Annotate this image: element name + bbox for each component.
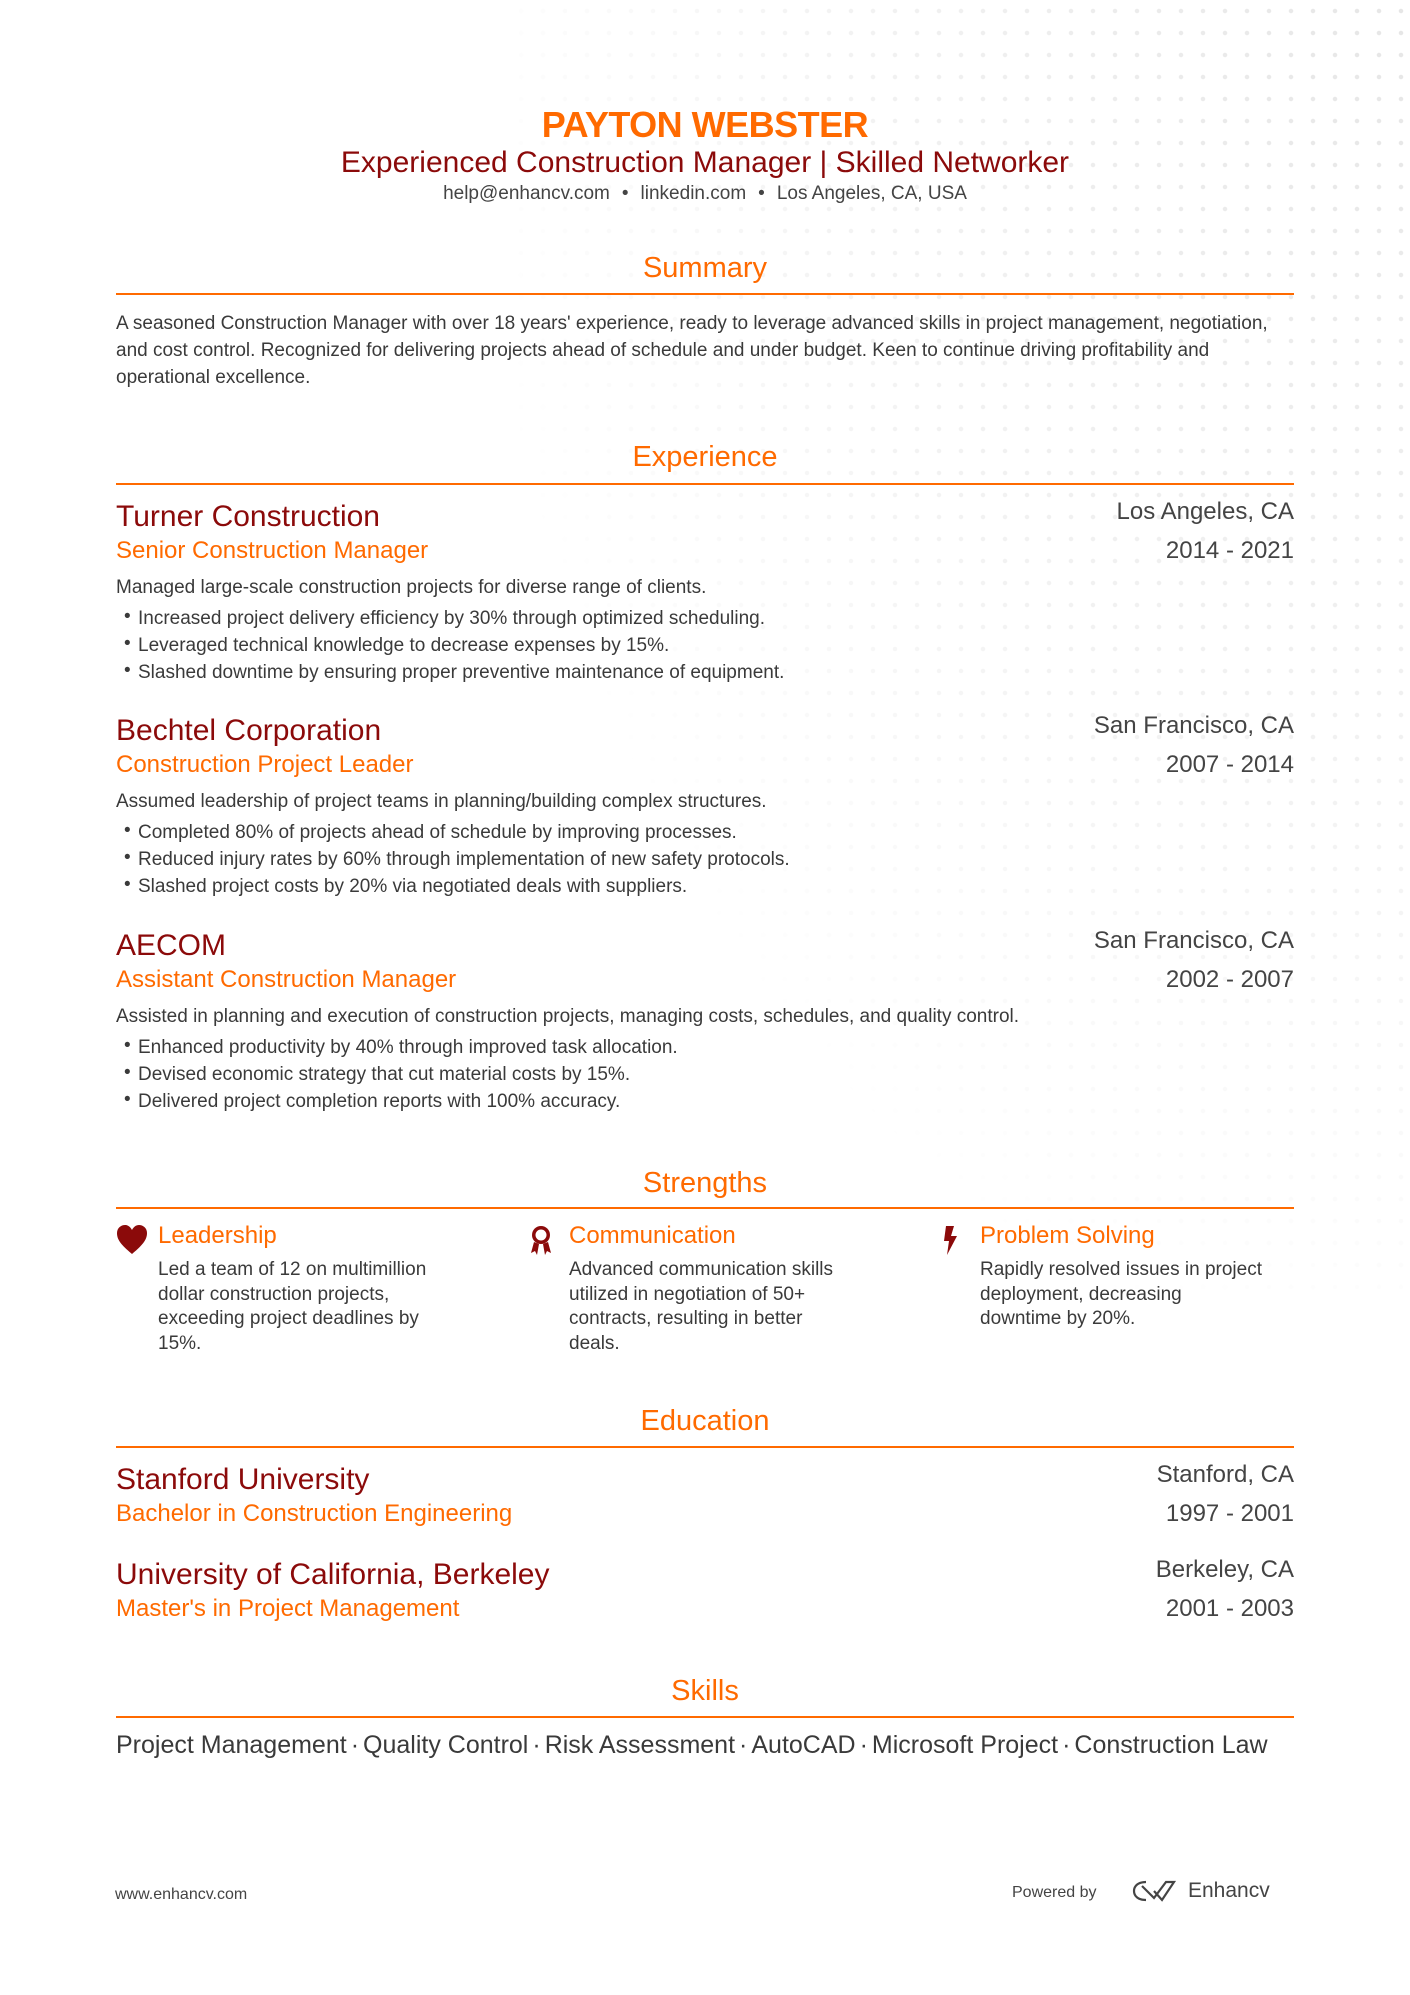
skill-separator: · <box>1062 1731 1071 1759</box>
strength-text: Advanced communication skills utilized i… <box>569 1259 834 1354</box>
job-bullets: Completed 80% of projects ahead of sched… <box>116 817 1294 900</box>
education-heading: Education <box>640 1405 770 1437</box>
company-name: Bechtel Corporation <box>116 714 382 747</box>
job-role: Construction Project Leader <box>116 751 414 778</box>
experience-heading: Experience <box>632 441 778 473</box>
job-dates: 2007 - 2014 <box>1165 751 1294 778</box>
job-dates: 2014 - 2021 <box>1165 537 1294 564</box>
contact-info: help@enhancv.com • linkedin.com • Los Angele… <box>0 183 1410 205</box>
award-ribbon-icon <box>531 1226 551 1255</box>
skills-heading: Skills <box>671 1675 739 1707</box>
enhancv-logo-icon <box>1132 1880 1177 1902</box>
skill-separator: · <box>739 1731 748 1759</box>
skills-divider <box>116 1716 1294 1718</box>
bullet-item: Slashed project costs by 20% via negotia… <box>116 871 1294 900</box>
candidate-title: Experienced Construction Manager | Skill… <box>340 146 1070 179</box>
degree: Master's in Project Management <box>116 1595 460 1622</box>
experience-divider <box>116 483 1294 485</box>
bullet-item: Completed 80% of projects ahead of sched… <box>116 817 1294 846</box>
degree: Bachelor in Construction Engineering <box>116 1500 513 1527</box>
strength-leadership: Leadership Led a team of 12 on multimill… <box>116 1222 446 1356</box>
summary-text: A seasoned Construction Manager with ove… <box>116 313 1268 388</box>
footer-website[interactable]: www.enhancv.com <box>115 1886 248 1903</box>
school-name: Stanford University <box>116 1463 370 1496</box>
skill-item: Risk Assessment <box>544 1731 736 1759</box>
job-dates: 2002 - 2007 <box>1165 966 1294 993</box>
company-name: Turner Construction <box>116 500 380 533</box>
job-location: San Francisco, CA <box>1093 712 1294 739</box>
school-location: Stanford, CA <box>1156 1461 1294 1488</box>
skill-item: Project Management <box>116 1731 347 1759</box>
job-description: Assumed leadership of project teams in p… <box>116 791 767 812</box>
job-description: Managed large-scale construction project… <box>116 577 707 598</box>
strength-text: Led a team of 12 on multimillion dollar … <box>158 1259 427 1354</box>
location: Los Angeles, CA, USA <box>776 183 967 204</box>
footer-powered-by: Powered by <box>1012 1884 1097 1901</box>
bullet-item: Reduced injury rates by 60% through impl… <box>116 844 1294 873</box>
education-dates: 1997 - 2001 <box>1165 1500 1294 1527</box>
skill-separator: · <box>350 1731 360 1759</box>
enhancv-brand: Enhancv <box>1188 1879 1270 1902</box>
enhancv-logo[interactable]: Enhancv <box>1132 1878 1270 1904</box>
job-bullets: Increased project delivery efficiency by… <box>116 603 1294 686</box>
strength-text: Rapidly resolved issues in project deplo… <box>980 1259 1262 1329</box>
strength-problem-solving: Problem Solving Rapidly resolved issues … <box>938 1222 1268 1332</box>
heart-icon <box>117 1225 147 1254</box>
bullet-item: Enhanced productivity by 40% through imp… <box>116 1032 1294 1061</box>
job-location: San Francisco, CA <box>1093 927 1294 954</box>
candidate-name: PAYTON WEBSTER <box>541 104 869 145</box>
company-name: AECOM <box>116 929 227 962</box>
strength-title: Problem Solving <box>980 1222 1155 1249</box>
skill-item: Quality Control <box>363 1731 529 1759</box>
bullet-item: Delivered project completion reports wit… <box>116 1086 1294 1115</box>
job-bullets: Enhanced productivity by 40% through imp… <box>116 1032 1294 1115</box>
summary-divider <box>116 293 1294 295</box>
separator-dot: • <box>621 183 629 204</box>
skill-separator: · <box>532 1731 541 1759</box>
summary-heading: Summary <box>642 252 768 284</box>
strength-title: Communication <box>569 1222 736 1249</box>
job-location: Los Angeles, CA <box>1116 498 1294 525</box>
school-name: University of California, Berkeley <box>116 1558 550 1591</box>
bullet-item: Leveraged technical knowledge to decreas… <box>116 630 1294 659</box>
school-location: Berkeley, CA <box>1155 1556 1294 1583</box>
separator-dot: • <box>758 183 765 204</box>
education-divider <box>116 1446 1294 1448</box>
skills-list: Project Management · Quality Control · Risk … <box>116 1731 1268 1760</box>
job-role: Assistant Construction Manager <box>116 966 457 993</box>
job-role: Senior Construction Manager <box>116 537 429 564</box>
job-description: Assisted in planning and execution of co… <box>116 1006 1020 1027</box>
email-link[interactable]: help@enhancv.com <box>443 183 610 204</box>
bullet-item: Slashed downtime by ensuring proper prev… <box>116 657 1294 686</box>
strength-communication: Communication Advanced communication ski… <box>527 1222 857 1356</box>
education-dates: 2001 - 2003 <box>1165 1595 1294 1622</box>
skill-item: Construction Law <box>1074 1731 1268 1759</box>
strengths-heading: Strengths <box>642 1167 768 1199</box>
lightning-bolt-icon <box>944 1226 957 1255</box>
bullet-item: Increased project delivery efficiency by… <box>116 603 1294 632</box>
skill-separator: · <box>859 1731 868 1759</box>
strength-title: Leadership <box>158 1222 277 1249</box>
strengths-divider <box>116 1207 1294 1209</box>
skill-item: AutoCAD <box>751 1731 856 1759</box>
skill-item: Microsoft Project <box>871 1731 1059 1759</box>
bullet-item: Devised economic strategy that cut mater… <box>116 1059 1294 1088</box>
linkedin-link[interactable]: linkedin.com <box>640 183 747 204</box>
